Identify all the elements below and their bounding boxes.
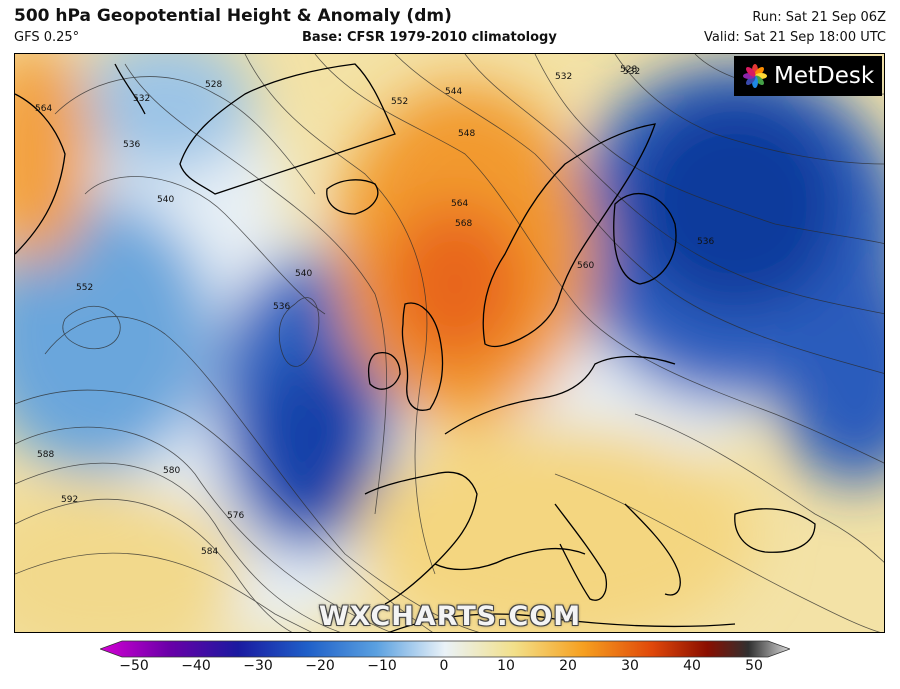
- colorbar-ticks: −50 −40 −30 −20 −10 0 10 20 30 40 50: [0, 658, 900, 688]
- contour-label: 528: [620, 65, 637, 75]
- contour-label: 548: [458, 129, 475, 139]
- metdesk-logo: MetDesk: [734, 56, 882, 96]
- contour-label: 544: [445, 87, 462, 97]
- height-contours: [15, 54, 884, 632]
- colorbar-tick: −20: [305, 658, 335, 674]
- map-panel: 564 532 528 536 532 540 552 544 548 532 …: [14, 53, 885, 633]
- colorbar-scale: [100, 640, 790, 658]
- colorbar-tick: 10: [497, 658, 515, 674]
- valid-time-label: Valid: Sat 21 Sep 18:00 UTC: [704, 30, 886, 45]
- contour-label: 564: [451, 199, 468, 209]
- model-label: GFS 0.25°: [14, 30, 80, 45]
- run-time-label: Run: Sat 21 Sep 06Z: [752, 10, 886, 25]
- colorbar-tick: 0: [439, 658, 449, 674]
- contour-label: 536: [123, 140, 140, 150]
- contour-label: 576: [227, 511, 244, 521]
- contour-label: 568: [455, 219, 472, 229]
- contour-label: 536: [697, 237, 714, 247]
- contour-label: 552: [391, 97, 408, 107]
- coastlines: [15, 63, 816, 632]
- colorbar-tick: −50: [119, 658, 149, 674]
- contour-label: 564: [35, 104, 52, 114]
- metdesk-logo-text: MetDesk: [774, 63, 875, 89]
- anomaly-map: 564 532 528 536 532 540 552 544 548 532 …: [15, 54, 884, 632]
- contour-label: 592: [61, 495, 78, 505]
- colorbar-tick: 40: [683, 658, 701, 674]
- wxcharts-watermark: WXCHARTS.COM: [318, 601, 582, 632]
- contour-label: 580: [163, 466, 180, 476]
- contour-label: 532: [623, 67, 640, 77]
- colorbar-tick: 20: [559, 658, 577, 674]
- colorbar-tick: −10: [367, 658, 397, 674]
- colorbar-tick: 50: [745, 658, 763, 674]
- colorbar-tick: −30: [243, 658, 273, 674]
- climatology-base-label: Base: CFSR 1979-2010 climatology: [302, 30, 557, 45]
- anomaly-colorbar: [100, 640, 790, 658]
- contour-label: 588: [37, 450, 54, 460]
- contour-label: 552: [76, 283, 93, 293]
- contour-label-group: 564 532 528 536 532 540 552 544 548 532 …: [35, 65, 714, 557]
- contour-label: 532: [133, 94, 150, 104]
- contour-label: 540: [295, 269, 312, 279]
- contour-label: 540: [157, 195, 174, 205]
- colorbar-tick: 30: [621, 658, 639, 674]
- contour-label: 584: [201, 547, 218, 557]
- metdesk-flower-icon: [743, 64, 767, 88]
- chart-title: 500 hPa Geopotential Height & Anomaly (d…: [14, 6, 452, 26]
- contour-label: 528: [205, 80, 222, 90]
- contour-label: 532: [555, 72, 572, 82]
- colorbar-tick: −40: [181, 658, 211, 674]
- contour-label: 536: [273, 302, 290, 312]
- contour-label: 560: [577, 261, 594, 271]
